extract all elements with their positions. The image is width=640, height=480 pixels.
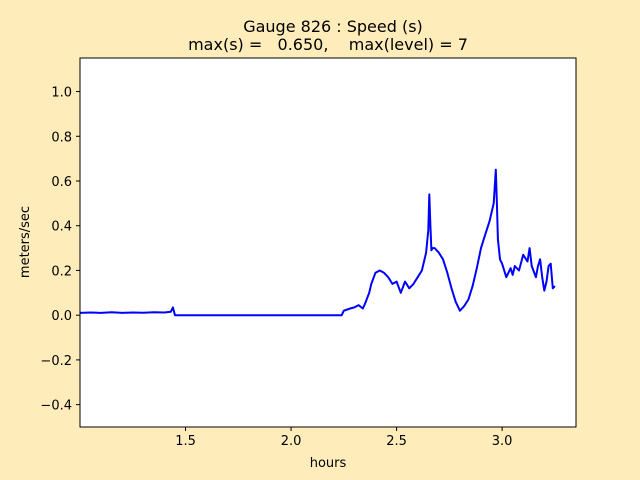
chart-subtitle: max(s) = 0.650, max(level) = 7 [188,35,468,54]
y-tick-label: 0.2 [51,264,72,279]
plot-area [80,58,576,427]
x-axis-label: hours [310,456,347,471]
y-tick-label: 0.8 [51,130,72,145]
y-axis-label: meters/sec [18,206,33,278]
plot-layer [79,168,556,317]
series-line-0 [79,168,556,317]
y-ticks: −0.4 −0.2 0.0 0.2 0.4 0.6 0.8 1.0 [40,86,80,414]
chart-title: Gauge 826 : Speed (s) [243,17,423,36]
x-tick-label: 2.0 [281,434,302,449]
y-tick-label: −0.2 [40,354,72,369]
x-ticks: 1.5 2.0 2.5 3.0 [175,427,512,449]
x-tick-label: 2.5 [386,434,407,449]
y-tick-label: 1.0 [51,86,72,101]
y-tick-label: 0.4 [51,220,72,235]
x-tick-label: 1.5 [175,434,196,449]
plot-frame [79,57,577,428]
y-tick-label: 0.6 [51,175,72,190]
y-tick-label: 0.0 [51,309,72,324]
x-tick-label: 3.0 [492,434,513,449]
y-tick-label: −0.4 [40,399,72,414]
